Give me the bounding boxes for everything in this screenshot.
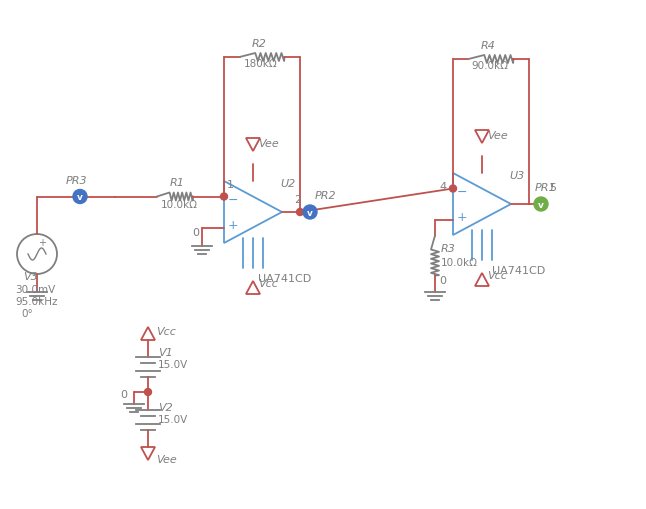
Text: 30.0mV: 30.0mV	[15, 285, 56, 294]
Text: +: +	[457, 211, 467, 223]
Text: 0: 0	[192, 228, 199, 238]
Circle shape	[534, 197, 548, 212]
Text: v: v	[77, 192, 83, 202]
Text: +: +	[227, 218, 238, 232]
Text: 10.0kΩ: 10.0kΩ	[161, 199, 198, 209]
Text: 90.0kΩ: 90.0kΩ	[471, 61, 508, 71]
Text: PR1: PR1	[535, 183, 557, 192]
Text: PR3: PR3	[66, 175, 88, 185]
Circle shape	[450, 186, 457, 192]
Text: V1: V1	[158, 347, 172, 357]
Text: 180kΩ: 180kΩ	[244, 59, 278, 69]
Text: Vee: Vee	[258, 139, 279, 149]
Text: 0°: 0°	[21, 308, 33, 318]
Text: 1: 1	[227, 180, 234, 190]
Text: 15.0V: 15.0V	[158, 414, 188, 424]
Text: Vee: Vee	[156, 454, 177, 464]
Text: R3: R3	[441, 243, 456, 253]
Text: Vcc: Vcc	[487, 270, 507, 280]
Text: UA741CD: UA741CD	[492, 266, 545, 275]
Text: U3: U3	[509, 171, 525, 181]
Text: 0: 0	[439, 276, 446, 286]
Text: +: +	[38, 238, 46, 247]
Circle shape	[303, 206, 317, 219]
Text: −: −	[457, 186, 467, 199]
Text: U2: U2	[280, 179, 295, 189]
Text: R1: R1	[170, 178, 185, 188]
Text: 2: 2	[294, 194, 301, 205]
Text: R2: R2	[252, 39, 267, 49]
Text: 95.0kHz: 95.0kHz	[15, 296, 57, 306]
Text: 0: 0	[120, 389, 127, 399]
Text: v: v	[307, 208, 313, 217]
Text: −: −	[228, 194, 238, 207]
Text: 10.0kΩ: 10.0kΩ	[441, 258, 478, 268]
Text: V3: V3	[23, 271, 37, 281]
Text: 5: 5	[549, 183, 556, 192]
Text: v: v	[538, 200, 544, 209]
Text: Vee: Vee	[487, 131, 508, 140]
Circle shape	[145, 389, 152, 395]
Circle shape	[73, 190, 87, 204]
Text: 4: 4	[439, 181, 446, 191]
Text: Vcc: Vcc	[258, 278, 278, 289]
Text: Vcc: Vcc	[156, 326, 176, 336]
Circle shape	[220, 193, 227, 201]
Text: 15.0V: 15.0V	[158, 359, 188, 369]
Text: UA741CD: UA741CD	[258, 273, 311, 284]
Text: V2: V2	[158, 402, 172, 412]
Text: R4: R4	[481, 41, 496, 51]
Text: PR2: PR2	[315, 191, 337, 201]
Circle shape	[297, 209, 304, 216]
